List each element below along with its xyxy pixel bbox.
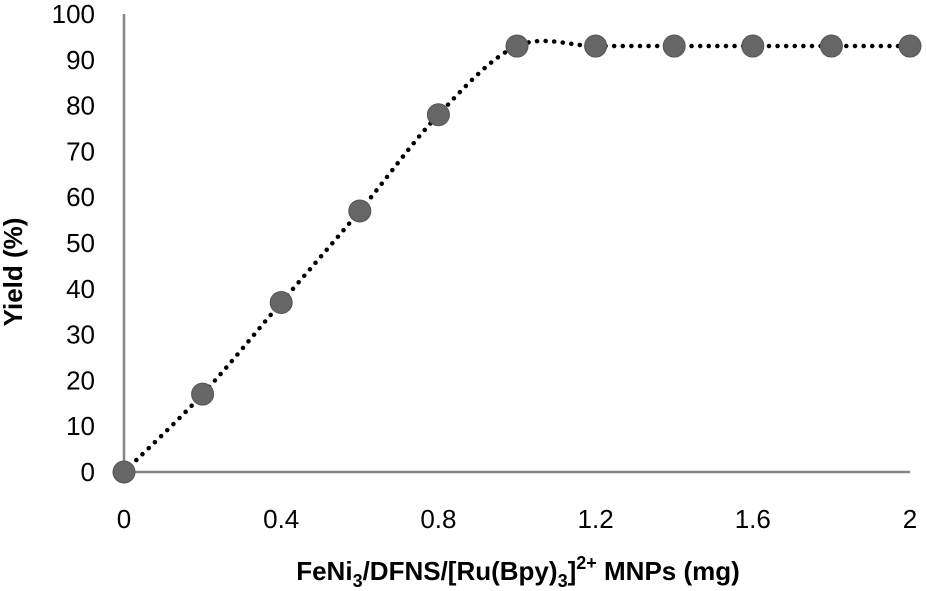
y-tick-labels: 0 10 20 30 40 50 60 70 80 90 100 [52,0,95,487]
y-tick-label: 60 [66,182,95,212]
data-point [348,199,372,223]
data-point [112,460,136,484]
y-tick-label: 90 [66,45,95,75]
x-axis-title: FeNi3/DFNS/[Ru(Bpy)3]2+ MNPs (mg) [296,553,740,591]
y-tick-label: 20 [66,365,95,395]
data-points [112,34,922,484]
x-axis-title-mid: /DFNS/[Ru(Bpy) [363,556,558,586]
x-axis-title-sup: 2+ [576,553,597,573]
data-point [505,34,529,58]
x-axis-title-close: ] [568,556,577,586]
x-tick-label: 1.2 [578,504,614,534]
x-tick-label: 0.4 [263,504,299,534]
data-point [426,103,450,127]
y-tick-label: 40 [66,274,95,304]
x-axis-title-sub2: 3 [558,571,568,591]
data-point [269,291,293,315]
y-tick-label: 0 [81,457,95,487]
y-tick-label: 100 [52,0,95,29]
axes [122,14,910,474]
y-tick-label: 50 [66,228,95,258]
x-tick-labels: 0 0.4 0.8 1.2 1.6 2 [117,504,917,534]
y-tick-label: 80 [66,91,95,121]
trend-line [121,38,913,475]
x-tick-label: 0.8 [420,504,456,534]
data-point [584,34,608,58]
x-tick-label: 0 [117,504,131,534]
y-axis-title: Yield (%) [0,218,28,327]
y-tick-label: 30 [66,320,95,350]
x-tick-label: 1.6 [735,504,771,534]
data-point [741,34,765,58]
x-axis-title-main: FeNi [296,556,352,586]
x-tick-label: 2 [903,504,917,534]
y-tick-label: 10 [66,411,95,441]
x-axis-title-sub1: 3 [353,571,363,591]
data-point [819,34,843,58]
x-axis-title-tail: MNPs (mg) [597,556,740,586]
data-point [191,382,215,406]
data-point [898,34,922,58]
y-tick-label: 70 [66,136,95,166]
data-point [662,34,686,58]
